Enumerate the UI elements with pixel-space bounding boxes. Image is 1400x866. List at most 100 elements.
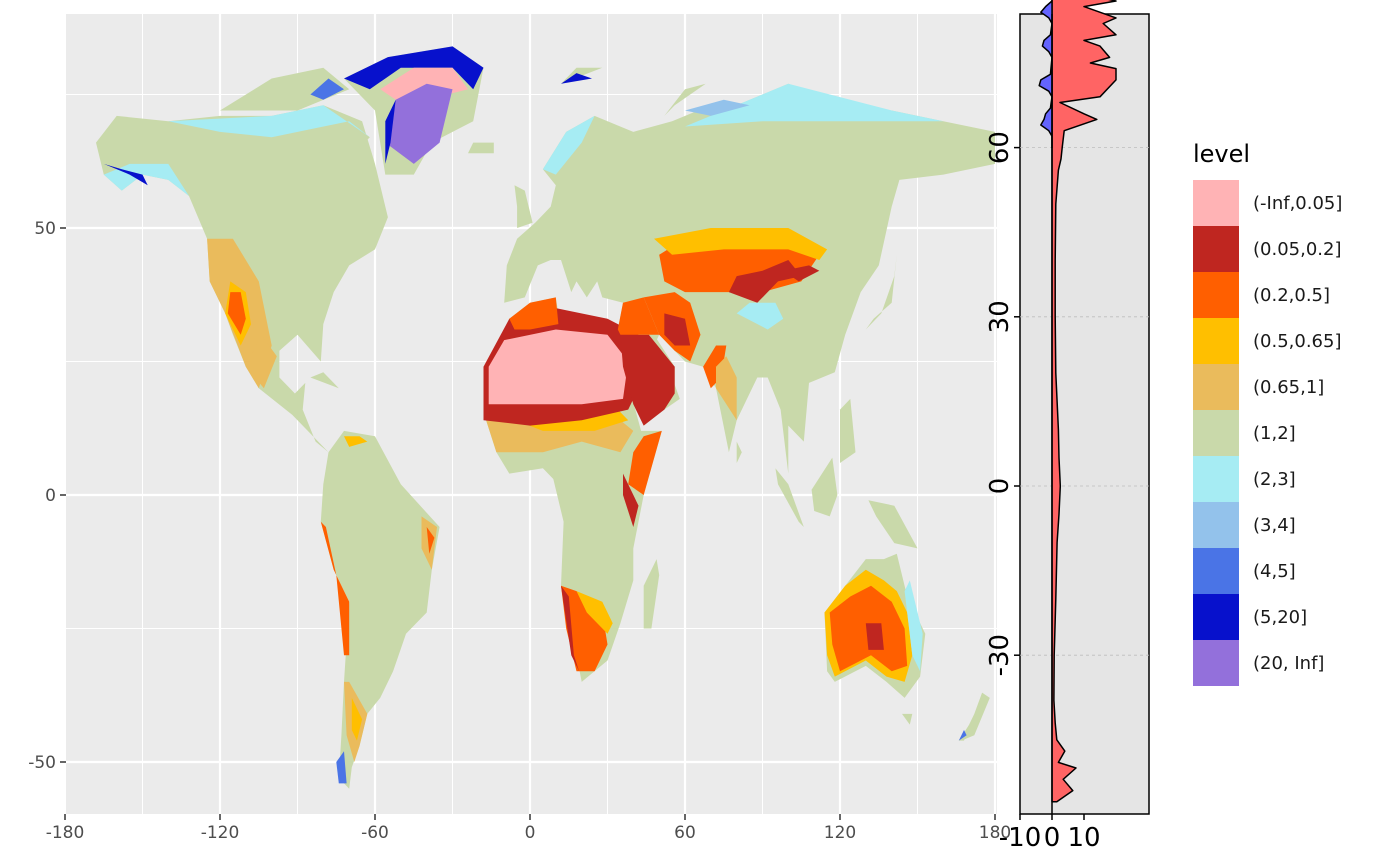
zone-iran-core — [664, 313, 691, 346]
legend-swatch — [1193, 502, 1239, 548]
land-japan — [865, 254, 897, 330]
legend-label: (5,20] — [1253, 606, 1308, 628]
map-axes: -180 -120 -60 0 60 120 180 -50 0 50 — [28, 219, 1010, 843]
zone-greenland-ice — [385, 83, 453, 164]
zone-central-asia-band — [654, 228, 828, 260]
land-philippines — [840, 398, 856, 463]
legend-swatch — [1193, 640, 1239, 686]
x-tick-label: 0 — [525, 823, 536, 843]
land-svalbard — [561, 67, 603, 84]
zone-mexico — [245, 334, 277, 389]
legend-swatch — [1193, 456, 1239, 502]
legend-item: (0.2,0.5] — [1193, 272, 1393, 318]
y-tick-label: 0 — [45, 486, 56, 506]
world-map-panel: -180 -120 -60 0 60 120 180 -50 0 50 — [28, 14, 1010, 843]
legend-item: (4,5] — [1193, 548, 1393, 594]
zone-alaska-blue — [103, 163, 148, 186]
legend-item: (-Inf,0.05] — [1193, 180, 1393, 226]
legend-item: (20, Inf] — [1193, 640, 1393, 686]
zone-nz-blue — [958, 730, 967, 741]
legend-swatch — [1193, 272, 1239, 318]
profile-y-tick-label: 60 — [985, 131, 1015, 164]
zone-sahara — [488, 329, 629, 405]
x-tick-label: -60 — [361, 823, 389, 843]
legend-item: (3,4] — [1193, 502, 1393, 548]
legend-label: (2,3] — [1253, 468, 1296, 490]
zone-east-africa — [628, 430, 662, 495]
land-iceland — [468, 142, 494, 154]
zone-brazil-ne-dry — [426, 527, 435, 554]
legend-item: (1,2] — [1193, 410, 1393, 456]
land-canadaArc1 — [220, 67, 350, 111]
land-newGuinea — [868, 500, 918, 549]
zone-tibet — [736, 302, 784, 330]
legend-label: (0.5,0.65] — [1253, 330, 1342, 352]
profile-y-tick-label: 0 — [985, 478, 1015, 495]
legend-swatch — [1193, 548, 1239, 594]
zone-east-africa-band — [623, 473, 639, 527]
land-cuba — [310, 372, 339, 389]
legend-label: (4,5] — [1253, 560, 1296, 582]
profile-x-tick-label: 0 — [1044, 823, 1061, 853]
profile-x-tick-label: 10 — [1067, 823, 1100, 853]
map-land-cells — [96, 46, 995, 789]
legend-swatch — [1193, 410, 1239, 456]
land-novZemlya — [664, 83, 706, 116]
y-tick-label: 50 — [34, 219, 56, 239]
zone-russia-arctic — [685, 99, 750, 116]
legend-item: (2,3] — [1193, 456, 1393, 502]
land-nz — [961, 692, 990, 741]
zone-kalahari-edge — [576, 591, 613, 634]
land-canadaArc2 — [310, 121, 370, 164]
x-tick-label: 60 — [674, 823, 696, 843]
legend-label: (1,2] — [1253, 422, 1296, 444]
profile-area-negative — [1038, 0, 1053, 149]
zone-atacama — [320, 521, 350, 656]
legend-swatch — [1193, 318, 1239, 364]
zone-namib — [561, 585, 580, 672]
legend-label: (20, Inf] — [1253, 652, 1325, 674]
legend-item: (0.5,0.65] — [1193, 318, 1393, 364]
zone-canada-blue — [310, 78, 344, 100]
x-tick-label: 180 — [979, 823, 1010, 843]
zone-australia-east — [904, 580, 923, 672]
x-tick-label: -180 — [46, 823, 85, 843]
legend-label: (0.05,0.2] — [1253, 238, 1342, 260]
legend-items: (-Inf,0.05] (0.05,0.2] (0.2,0.5] (0.5,0.65]… — [1193, 180, 1393, 686]
legend-label: (3,4] — [1253, 514, 1296, 536]
zone-australia-core — [865, 623, 884, 650]
legend-label: (-Inf,0.05] — [1253, 192, 1343, 214]
zone-siberia-north — [685, 83, 944, 127]
legend-item: (0.65,1] — [1193, 364, 1393, 410]
legend-label: (0.2,0.5] — [1253, 284, 1331, 306]
legend-item: (5,20] — [1193, 594, 1393, 640]
zone-scandinavia — [542, 115, 595, 175]
zone-maghreb — [509, 297, 559, 330]
zone-greenland-west — [385, 99, 396, 164]
zone-arabia — [620, 334, 675, 426]
legend-label: (0.65,1] — [1253, 376, 1325, 398]
zone-svalbard-blue — [561, 73, 592, 84]
y-tick-label: -50 — [28, 753, 56, 773]
zone-sw-na-arid — [227, 292, 246, 335]
legend-title: level — [1193, 140, 1251, 168]
x-tick-label: 120 — [824, 823, 856, 843]
land-sumatra — [775, 468, 804, 527]
profile-area-positive — [1051, 0, 1117, 803]
land-madagascar — [643, 559, 660, 629]
profile-x-tick-label: -10 — [999, 823, 1041, 853]
zone-gobi — [783, 265, 820, 282]
profile-y-tick-label: -30 — [985, 634, 1015, 676]
legend-swatch — [1193, 180, 1239, 226]
legend-item: (0.05,0.2] — [1193, 226, 1393, 272]
zone-venezuela — [344, 436, 368, 447]
profile-background — [1019, 13, 1150, 815]
zone-arabia-edge — [617, 297, 660, 335]
land-sriLanka — [736, 441, 742, 463]
zone-patagonia-dry — [351, 697, 363, 741]
profile-y-tick-label: 30 — [985, 300, 1015, 333]
legend-swatch — [1193, 226, 1239, 272]
zone-india-mid — [716, 356, 737, 421]
